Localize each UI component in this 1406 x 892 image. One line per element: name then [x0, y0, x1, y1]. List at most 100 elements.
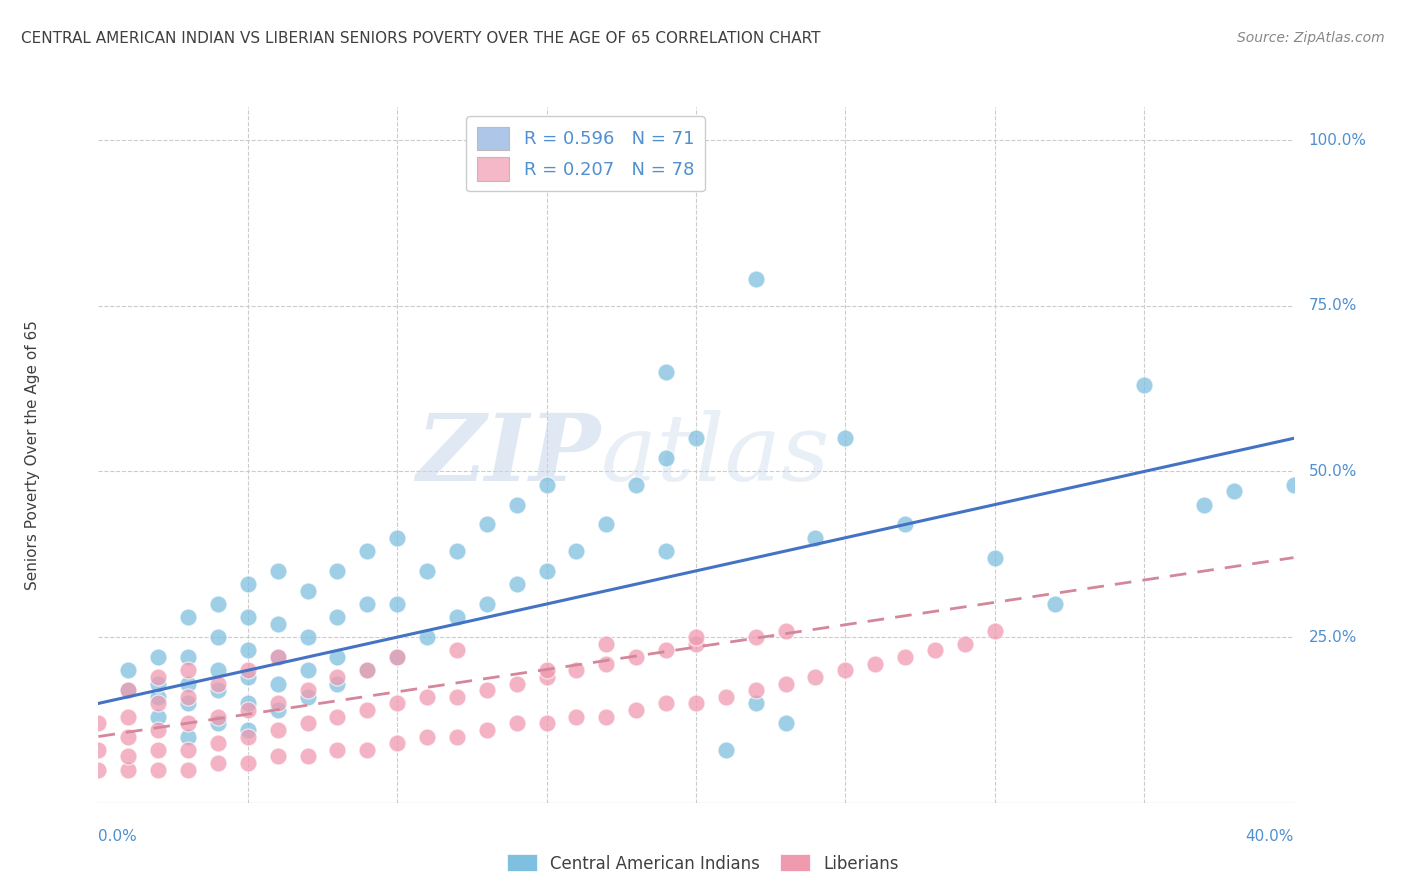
Point	[536, 663, 558, 677]
Point	[624, 703, 647, 717]
Point	[385, 697, 409, 711]
Point	[87, 716, 110, 731]
Point	[87, 763, 110, 777]
Point	[148, 670, 170, 684]
Point	[446, 643, 468, 657]
Point	[236, 723, 259, 737]
Point	[655, 544, 678, 558]
Point	[236, 663, 259, 677]
Point	[475, 597, 498, 611]
Point	[924, 643, 946, 657]
Point	[148, 697, 170, 711]
Point	[177, 676, 200, 690]
Point	[267, 650, 290, 665]
Point	[207, 683, 229, 698]
Point	[624, 477, 647, 491]
Point	[297, 683, 319, 698]
Point	[117, 763, 139, 777]
Point	[326, 676, 349, 690]
Point	[267, 676, 290, 690]
Point	[775, 716, 797, 731]
Point	[775, 624, 797, 638]
Point	[326, 743, 349, 757]
Point	[953, 637, 976, 651]
Point	[326, 610, 349, 624]
Point	[297, 690, 319, 704]
Point	[416, 690, 439, 704]
Point	[117, 663, 139, 677]
Point	[385, 650, 409, 665]
Point	[87, 743, 110, 757]
Point	[834, 663, 856, 677]
Point	[177, 650, 200, 665]
Point	[536, 564, 558, 578]
Point	[297, 716, 319, 731]
Legend: R = 0.596   N = 71, R = 0.207   N = 78: R = 0.596 N = 71, R = 0.207 N = 78	[465, 116, 704, 192]
Point	[326, 670, 349, 684]
Point	[446, 610, 468, 624]
Point	[685, 431, 707, 445]
Point	[177, 743, 200, 757]
Point	[536, 477, 558, 491]
Point	[446, 544, 468, 558]
Point	[506, 676, 529, 690]
Point	[267, 703, 290, 717]
Point	[207, 663, 229, 677]
Point	[475, 723, 498, 737]
Point	[416, 730, 439, 744]
Point	[834, 431, 856, 445]
Point	[207, 676, 229, 690]
Point	[148, 650, 170, 665]
Point	[385, 650, 409, 665]
Point	[117, 709, 139, 723]
Point	[745, 683, 768, 698]
Point	[804, 531, 827, 545]
Point	[207, 630, 229, 644]
Point	[236, 577, 259, 591]
Point	[745, 697, 768, 711]
Point	[446, 730, 468, 744]
Point	[236, 610, 259, 624]
Point	[416, 630, 439, 644]
Point	[685, 630, 707, 644]
Text: 75.0%: 75.0%	[1309, 298, 1357, 313]
Point	[536, 716, 558, 731]
Text: 0.0%: 0.0%	[98, 830, 138, 845]
Point	[177, 697, 200, 711]
Point	[685, 697, 707, 711]
Legend: Central American Indians, Liberians: Central American Indians, Liberians	[501, 847, 905, 880]
Point	[177, 610, 200, 624]
Point	[356, 663, 378, 677]
Point	[894, 650, 917, 665]
Point	[385, 531, 409, 545]
Point	[983, 624, 1005, 638]
Text: Source: ZipAtlas.com: Source: ZipAtlas.com	[1237, 31, 1385, 45]
Point	[983, 550, 1005, 565]
Point	[536, 670, 558, 684]
Point	[117, 730, 139, 744]
Point	[385, 736, 409, 750]
Text: 40.0%: 40.0%	[1246, 830, 1294, 845]
Text: atlas: atlas	[600, 410, 830, 500]
Point	[297, 749, 319, 764]
Point	[148, 709, 170, 723]
Point	[267, 650, 290, 665]
Point	[267, 697, 290, 711]
Text: Seniors Poverty Over the Age of 65: Seniors Poverty Over the Age of 65	[25, 320, 41, 590]
Point	[655, 451, 678, 466]
Point	[865, 657, 887, 671]
Point	[595, 709, 617, 723]
Point	[236, 670, 259, 684]
Point	[475, 683, 498, 698]
Point	[506, 716, 529, 731]
Point	[207, 756, 229, 770]
Text: ZIP: ZIP	[416, 410, 600, 500]
Point	[267, 616, 290, 631]
Point	[685, 637, 707, 651]
Text: CENTRAL AMERICAN INDIAN VS LIBERIAN SENIORS POVERTY OVER THE AGE OF 65 CORRELATI: CENTRAL AMERICAN INDIAN VS LIBERIAN SENI…	[21, 31, 821, 46]
Point	[356, 597, 378, 611]
Point	[894, 517, 917, 532]
Point	[297, 663, 319, 677]
Point	[506, 498, 529, 512]
Point	[236, 703, 259, 717]
